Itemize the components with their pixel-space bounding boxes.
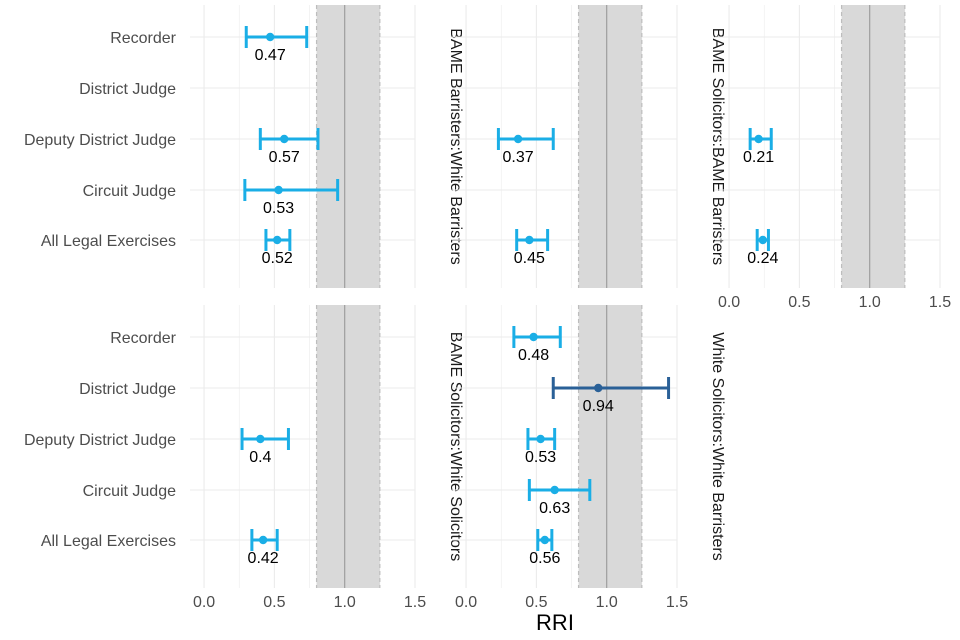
estimate-point: 0.94	[551, 377, 671, 415]
x-tick-label: 1.5	[666, 594, 688, 611]
value-label: 0.24	[747, 250, 778, 267]
point-marker	[513, 134, 523, 144]
panel-2: 0.37 0.45 BAME Solicitors:BAME Barristers	[452, 5, 726, 288]
reference-band	[316, 5, 380, 288]
point-marker	[265, 32, 275, 42]
value-label: 0.4	[249, 449, 271, 466]
panel-1: 0.47 0.57 0.53 0.52 BAME Barristers:White Ba…	[190, 5, 464, 288]
estimate-point: 0.37	[496, 128, 555, 166]
panel-strip-label: BAME Solicitors:BAME Barristers	[709, 28, 726, 265]
value-label: 0.52	[262, 250, 293, 267]
value-label: 0.47	[255, 47, 286, 64]
panel-strip-label: BAME Solicitors:White Solicitors	[447, 332, 464, 561]
y-tick-label: District Judge	[79, 381, 176, 398]
point-marker	[536, 434, 545, 444]
estimate-point: 0.53	[243, 179, 340, 217]
y-tick-label: Circuit Judge	[83, 183, 176, 200]
point-marker	[525, 235, 534, 245]
value-label: 0.94	[583, 398, 614, 415]
point-marker	[274, 185, 283, 195]
reference-band	[841, 5, 905, 288]
estimate-point: 0.4	[240, 428, 290, 466]
panel-3: 0.210.24BAME Solicitors:White Barristers	[715, 5, 941, 288]
estimate-point: 0.47	[244, 26, 309, 64]
estimate-point: 0.63	[527, 479, 592, 517]
y-tick-label: Deputy District Judge	[24, 432, 176, 449]
y-tick-label: All Legal Exercises	[41, 233, 176, 250]
value-label: 0.63	[539, 500, 570, 517]
point-marker	[540, 535, 550, 545]
y-tick-label: Recorder	[110, 330, 176, 347]
estimate-point: 0.21	[743, 128, 774, 166]
x-axis-title: RRI	[536, 610, 574, 635]
x-tick-label: 0.0	[718, 294, 740, 311]
x-tick-label: 0.0	[455, 594, 477, 611]
x-tick-label: 0.5	[263, 594, 285, 611]
x-tick-label: 0.5	[525, 594, 547, 611]
value-label: 0.57	[269, 149, 300, 166]
estimate-point: 0.56	[529, 529, 560, 567]
x-tick-label: 1.0	[334, 594, 356, 611]
panel-4: 0.4 0.42 BAME Solicitors:White Solicitors	[190, 305, 464, 588]
panel-5: 0.48 0.94 0.53 0.63 0.56 White Solicitors:Whi…	[452, 305, 726, 588]
point-marker	[529, 332, 538, 342]
estimate-point: 0.45	[514, 229, 550, 267]
x-tick-label: 0.5	[788, 294, 810, 311]
point-marker	[550, 485, 559, 495]
point-marker	[754, 134, 763, 144]
value-label: 0.53	[525, 449, 556, 466]
value-label: 0.45	[514, 250, 545, 267]
y-tick-label: All Legal Exercises	[41, 533, 176, 550]
point-marker	[594, 383, 603, 393]
x-tick-label: 0.0	[193, 594, 215, 611]
point-marker	[256, 434, 265, 444]
estimate-point: 0.52	[262, 229, 293, 267]
estimate-point: 0.48	[512, 326, 562, 364]
y-tick-label: Recorder	[110, 30, 176, 47]
estimate-point: 0.42	[248, 529, 279, 567]
point-marker	[258, 535, 268, 545]
value-label: 0.21	[743, 149, 774, 166]
x-axis-labels: 0.0 0.5 1.0 1.5 0.0 0.5 1.0 1.5 0.0 0.5 1.0 1.5	[193, 294, 951, 611]
panel-strip-label: White Solicitors:White Barristers	[709, 332, 726, 561]
estimate-point: 0.24	[747, 229, 778, 267]
y-tick-label: Deputy District Judge	[24, 132, 176, 149]
reference-band	[578, 5, 642, 288]
panel-strip-label: BAME Barristers:White Barristers	[447, 28, 464, 264]
value-label: 0.48	[518, 347, 549, 364]
x-tick-label: 1.0	[859, 294, 881, 311]
x-tick-label: 1.0	[596, 594, 618, 611]
point-marker	[272, 235, 282, 245]
panels-layer: 0.47 0.57 0.53 0.52 BAME Barristers:White Ba…	[190, 5, 941, 588]
value-label: 0.42	[248, 550, 279, 567]
x-tick-label: 1.5	[404, 594, 426, 611]
estimate-point: 0.53	[525, 428, 556, 466]
point-marker	[758, 235, 768, 245]
value-label: 0.56	[529, 550, 560, 567]
value-label: 0.37	[503, 149, 534, 166]
y-tick-label: District Judge	[79, 81, 176, 98]
value-label: 0.53	[263, 200, 294, 217]
estimate-point: 0.57	[258, 128, 320, 166]
y-axis-labels: Recorder District Judge Deputy District Ju…	[24, 30, 177, 550]
reference-band	[316, 305, 380, 588]
y-tick-label: Circuit Judge	[83, 483, 176, 500]
reference-band	[578, 305, 642, 588]
x-tick-label: 1.5	[929, 294, 951, 311]
point-marker	[280, 134, 289, 144]
